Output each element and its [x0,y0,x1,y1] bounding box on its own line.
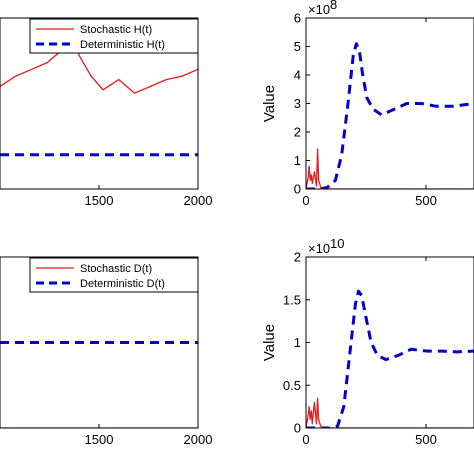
legend-label: Deterministic D(t) [80,278,165,290]
x-tick-label: 2000 [184,193,213,208]
y-tick-label: 2 [294,250,301,265]
legend-label: Deterministic H(t) [80,39,165,51]
y-tick-label: 1.5 [283,292,301,307]
y-tick-label: 6 [294,11,301,26]
axis-multiplier: ×10 [308,241,330,256]
x-tick-label: 0 [302,432,309,447]
axis-multiplier: ×10 [308,2,330,17]
y-tick-label: 1 [294,153,301,168]
x-tick-label: 500 [415,432,437,447]
x-tick-label: 2000 [184,432,213,447]
series-line-stochastic [306,397,474,428]
y-tick-label: 5 [294,39,301,54]
x-tick-label: 1500 [85,193,114,208]
axis-multiplier-exponent: 8 [330,0,337,12]
x-tick-label: 1500 [85,432,114,447]
y-axis-label: Value [261,85,278,122]
chart-bottom-left: 1500 2000 Stochastic D(t) Deterministic D(t… [0,256,213,447]
y-tick-label: 3 [294,96,301,111]
y-tick-label: 0 [294,421,301,436]
chart-top-right: 0 500 0 1 2 3 4 5 6 ×10 8 Value [261,0,474,208]
legend-box [29,18,199,54]
series-line-deterministic [306,289,474,428]
legend-label: Stochastic H(t) [80,24,152,36]
legend-label: Stochastic D(t) [80,263,152,275]
x-tick-label: 500 [415,193,437,208]
series-line-stochastic [306,148,474,189]
axes-box [305,17,474,190]
y-tick-label: 1 [294,335,301,350]
x-tick-label: 0 [302,193,309,208]
y-tick-label: 0.5 [283,378,301,393]
y-tick-label: 0 [294,182,301,197]
chart-bottom-right: 0 500 0 0.5 1 1.5 2 ×10 10 Value [261,236,474,447]
legend-box [29,257,199,293]
y-tick-label: 4 [294,68,301,83]
y-axis-label: Value [261,324,278,361]
series-line-stochastic [0,24,198,94]
series-line-deterministic [306,42,474,189]
axis-multiplier-exponent: 10 [330,236,344,251]
axes-box [305,256,474,429]
y-tick-label: 2 [294,125,301,140]
chart-top-left: 1500 2000 Stochastic H(t) Deterministic H(t… [0,17,213,208]
